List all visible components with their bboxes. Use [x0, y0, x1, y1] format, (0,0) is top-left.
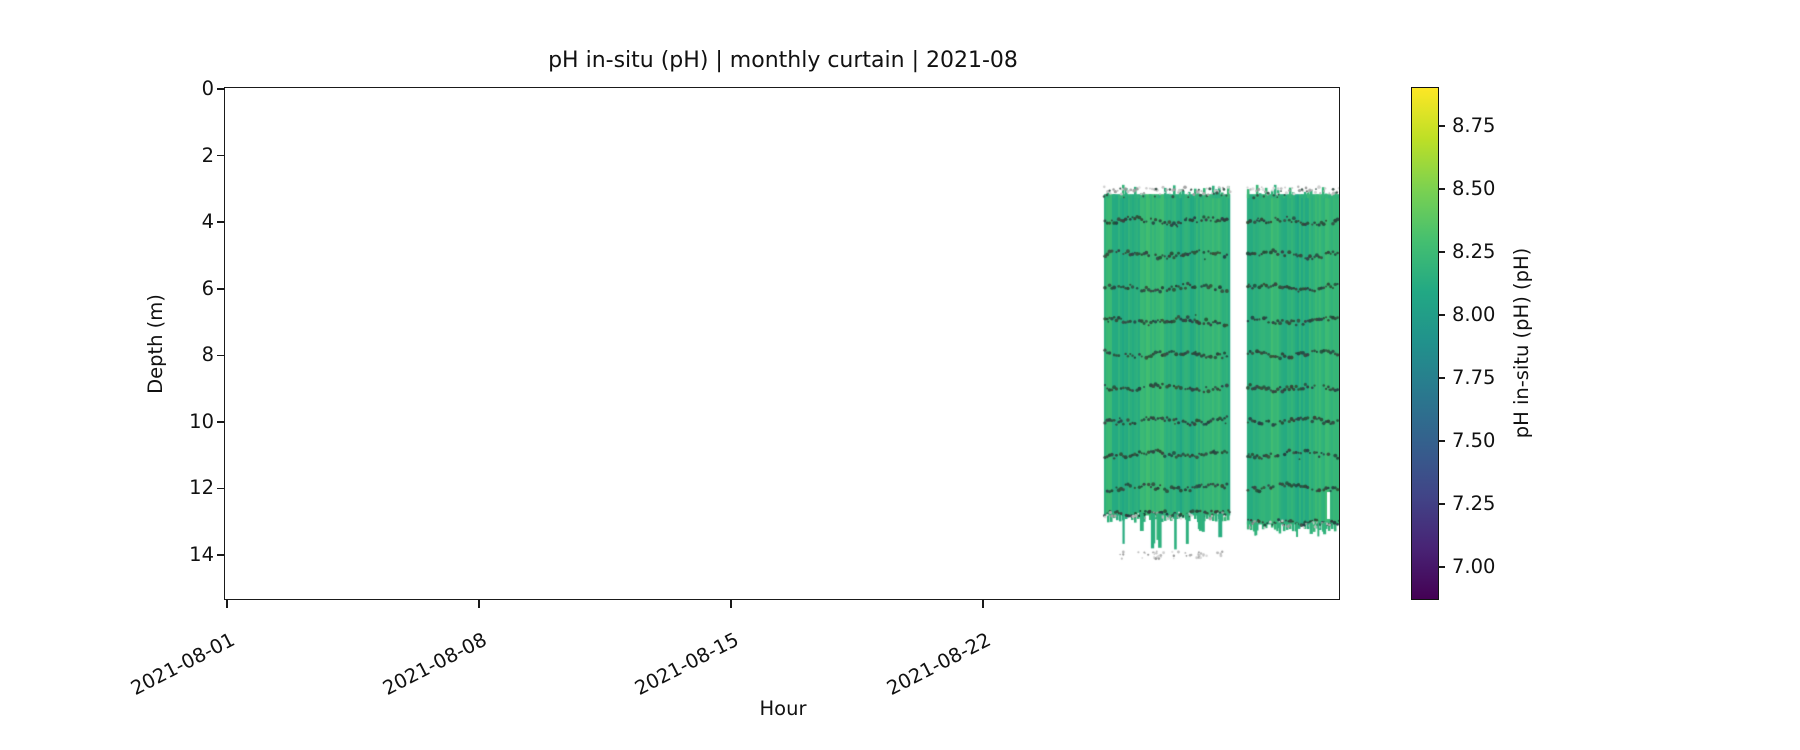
y-tick-mark — [217, 88, 225, 90]
colorbar-axis-label: pH in-situ (pH) (pH) — [1510, 247, 1533, 439]
x-tick-mark — [478, 600, 480, 608]
y-tick-mark — [217, 354, 225, 357]
colorbar-tick-label: 8.75 — [1452, 114, 1496, 137]
y-axis-tick-label: 0 — [201, 77, 214, 100]
colorbar-tick-label: 7.75 — [1452, 366, 1496, 389]
colorbar-tick-mark — [1438, 251, 1445, 253]
colorbar-tick-mark — [1438, 314, 1445, 316]
y-axis-tick-label: 10 — [189, 410, 214, 433]
y-tick-mark — [217, 554, 225, 556]
colorbar-tick-mark — [1438, 377, 1445, 379]
colorbar-tick-mark — [1438, 566, 1445, 568]
colorbar-tick-label: 8.00 — [1452, 303, 1496, 326]
y-axis-tick-label: 12 — [189, 476, 214, 499]
x-axis-tick-label: 2021-08-01 — [127, 628, 239, 700]
colorbar-tick-mark — [1438, 125, 1445, 127]
colorbar-tick-label: 7.50 — [1452, 429, 1496, 452]
y-axis-label: Depth (m) — [144, 294, 167, 394]
colorbar-tick-label: 7.25 — [1452, 492, 1496, 515]
x-tick-mark — [982, 600, 984, 608]
curtain-heatmap-canvas — [225, 88, 1339, 599]
y-axis-tick-label: 6 — [201, 277, 214, 300]
y-axis-tick-label: 14 — [189, 543, 214, 566]
colorbar-tick-mark — [1438, 503, 1445, 505]
y-axis-tick-label: 4 — [201, 210, 214, 233]
x-axis-label: Hour — [759, 697, 807, 720]
colorbar-tick-label: 8.50 — [1452, 177, 1496, 200]
y-tick-mark — [217, 154, 225, 157]
y-axis-tick-label: 8 — [201, 343, 214, 366]
x-tick-mark — [730, 600, 732, 608]
colorbar-tick-label: 7.00 — [1452, 555, 1496, 578]
colorbar-tick-mark — [1438, 188, 1445, 190]
chart-title: pH in-situ (pH) | monthly curtain | 2021… — [548, 48, 1018, 73]
colorbar-tick-mark — [1438, 440, 1445, 442]
plot-area — [224, 87, 1340, 600]
y-tick-mark — [217, 421, 225, 423]
y-axis-tick-label: 2 — [201, 144, 214, 167]
y-tick-mark — [217, 487, 225, 490]
y-tick-mark — [217, 288, 225, 290]
colorbar-gradient — [1411, 87, 1439, 600]
x-tick-mark — [226, 600, 228, 608]
colorbar-tick-label: 8.25 — [1452, 240, 1496, 263]
y-tick-mark — [217, 221, 225, 223]
